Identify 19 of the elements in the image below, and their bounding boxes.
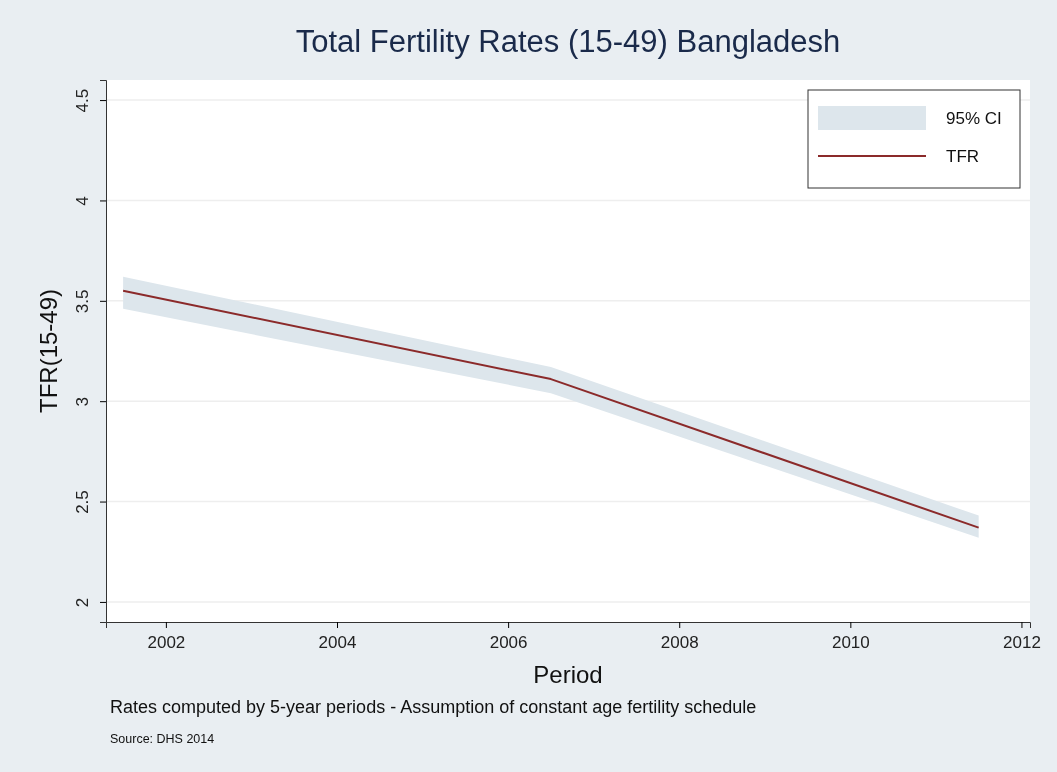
annotation: 95% CI xyxy=(946,109,1002,128)
x-axis-title: Period xyxy=(533,661,603,688)
y-tick-label: 2.5 xyxy=(73,490,92,514)
x-tick-label: 2006 xyxy=(489,633,528,653)
y-tick-label: 4 xyxy=(73,196,92,206)
y-tick-label: 4.5 xyxy=(73,88,92,113)
y-axis-title: TFR(15-49) xyxy=(35,288,62,414)
y-tick-label: 3 xyxy=(73,396,92,407)
x-tick-label: 2010 xyxy=(831,633,870,653)
text: Rates computed by 5-year periods - Assumption of constant age fertility schedule xyxy=(110,697,757,717)
x-tick-label: 2012 xyxy=(1003,633,1041,653)
x-tick-label: 2002 xyxy=(147,633,186,653)
x-tick-label: 2008 xyxy=(660,633,699,653)
source-note: Source: DHS 2014 xyxy=(110,732,215,746)
x-tick-label: 2004 xyxy=(318,633,357,653)
text: TFR xyxy=(946,147,980,166)
chart-title: Total Fertility Rates (15-49) Bangladesh xyxy=(295,24,841,59)
y-tick-label: 2 xyxy=(73,597,92,608)
y-tick-label: 3.5 xyxy=(73,289,92,314)
